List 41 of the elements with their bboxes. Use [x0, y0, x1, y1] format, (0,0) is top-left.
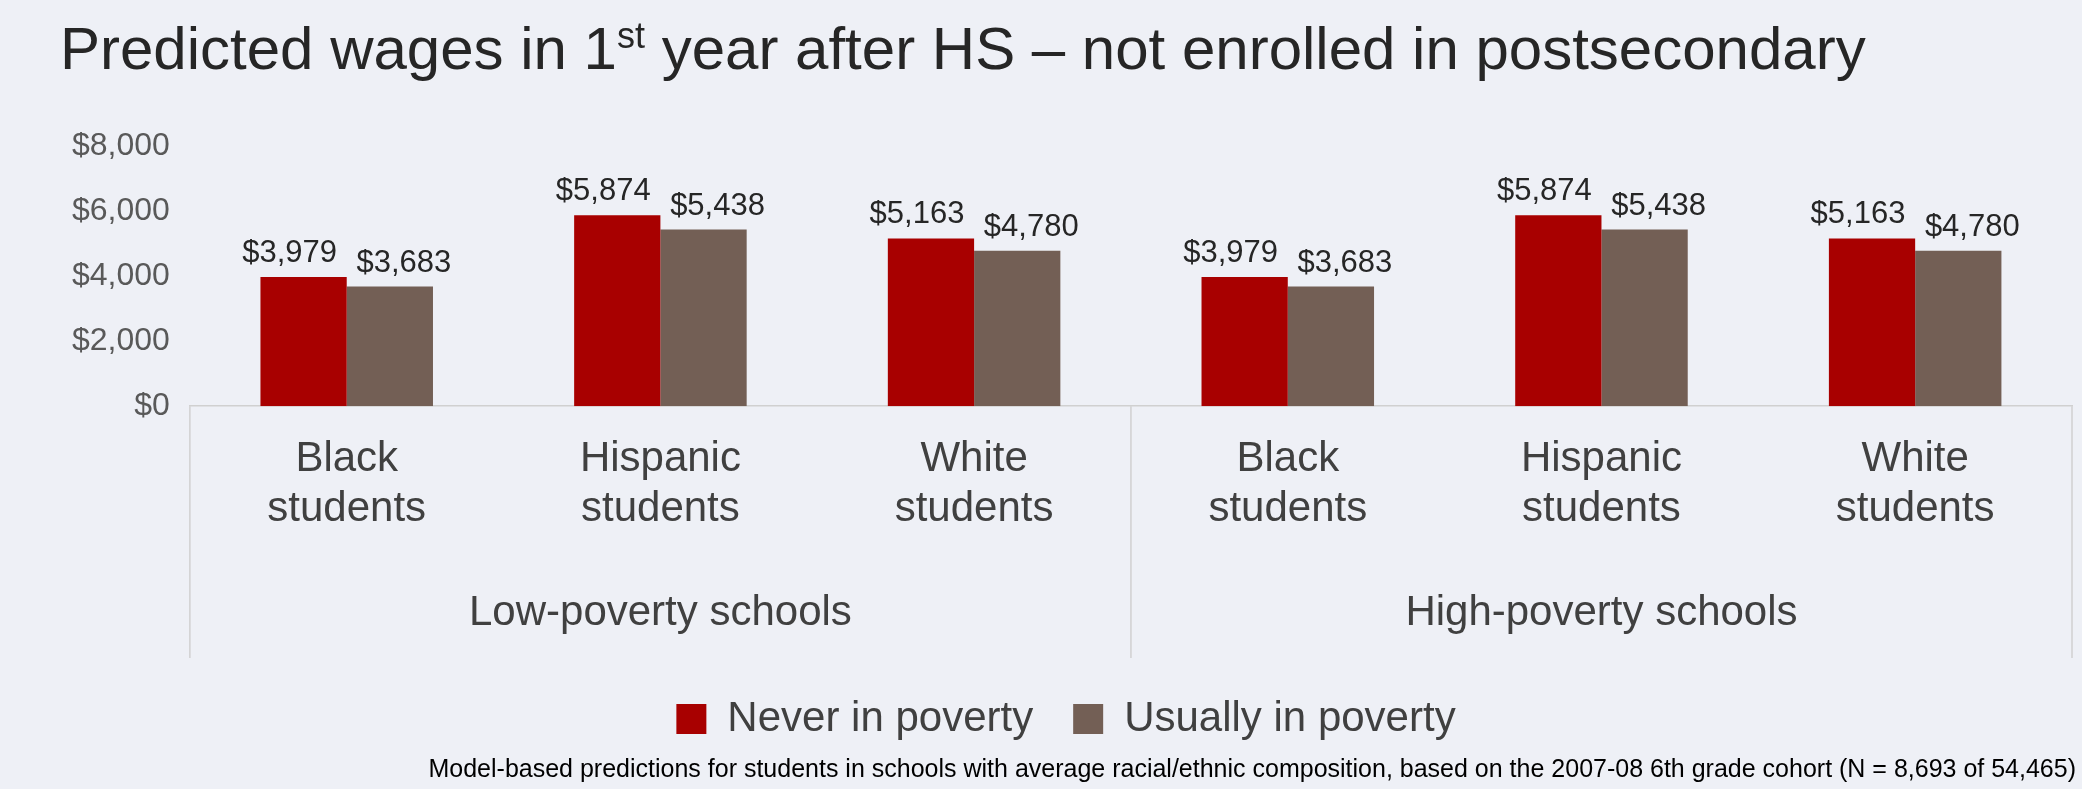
data-label: $5,874 — [555, 172, 651, 208]
data-label: $3,683 — [356, 243, 452, 279]
data-label: $3,979 — [1183, 233, 1279, 269]
data-label: $5,874 — [1496, 172, 1592, 208]
bar — [1287, 286, 1375, 407]
data-label: $5,438 — [670, 186, 765, 222]
text: Model-based predictions for students in schools with average racial/ethnic composition, based on the 2007-08 6th grade cohort (N = 8,693 of 54,465) — [428, 754, 2076, 783]
bar — [1915, 250, 2002, 407]
bar — [574, 215, 661, 407]
y-tick-label: $6,000 — [72, 191, 170, 228]
bar — [887, 238, 975, 407]
text: High-poverty schools — [1405, 586, 1798, 634]
data-label: $4,780 — [983, 207, 1079, 243]
bar — [974, 250, 1061, 407]
bar — [1828, 238, 1916, 407]
x-tick-label: White students — [1835, 432, 1995, 531]
bar — [346, 286, 433, 407]
data-label: $5,438 — [1611, 186, 1707, 222]
bar — [1201, 276, 1288, 407]
x-tick-label: Black students — [267, 432, 427, 531]
data-label: $4,780 — [1924, 207, 2020, 243]
legend-label: Usually in poverty — [1124, 692, 1456, 740]
data-label: $5,163 — [869, 195, 965, 231]
chart-title: Predicted wages in 1$^{st}$ year after HS – not enrolled in postsecondary — [60, 14, 1866, 83]
y-tick-label: $4,000 — [72, 256, 170, 293]
data-label: $3,979 — [242, 233, 337, 269]
y-tick-label: $2,000 — [72, 321, 170, 358]
y-tick-label: $8,000 — [72, 126, 170, 163]
text: Low-poverty schools — [468, 586, 852, 634]
bar — [660, 229, 747, 407]
data-label: $5,163 — [1810, 195, 1906, 231]
x-tick-label: White students — [894, 432, 1054, 531]
bar — [1515, 215, 1602, 407]
bar — [1601, 229, 1688, 407]
y-tick-label: $0 — [134, 386, 170, 423]
x-tick-label: Black students — [1208, 432, 1368, 531]
x-tick-label: Hispanic students — [579, 432, 741, 531]
bar — [260, 276, 347, 407]
data-label: $3,683 — [1297, 243, 1393, 279]
legend-label: Never in poverty — [727, 692, 1034, 740]
x-tick-label: Hispanic students — [1520, 432, 1683, 531]
